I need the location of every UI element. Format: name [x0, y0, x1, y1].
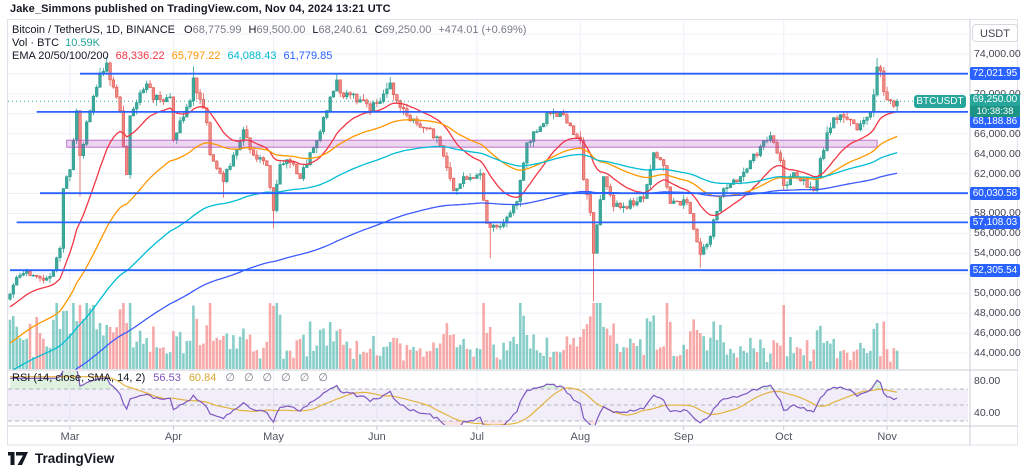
- rsi-empty-value: ∅: [243, 372, 254, 384]
- rsi-empty-value: ∅: [262, 372, 273, 384]
- rsi-empty-value: ∅: [299, 372, 310, 384]
- rsi-value: 56.53: [153, 372, 181, 384]
- ema200-value: 61,779.85: [283, 50, 333, 62]
- high-label: H: [248, 24, 257, 36]
- open-label: O: [184, 24, 193, 36]
- volume-value: 10.59K: [65, 37, 100, 49]
- rsi-ma-value: 60.84: [188, 372, 217, 384]
- open-value: 68,775.99: [192, 24, 242, 36]
- low-value: 68,240.61: [318, 24, 368, 36]
- tradingview-logo-icon: [8, 452, 28, 465]
- rsi-label[interactable]: RSI (14, close, SMA, 14, 2): [12, 372, 146, 384]
- volume-legend: Vol · BTC 10.59K: [12, 37, 100, 50]
- ema-legend: EMA 20/50/100/200 68,336.22 65,797.22 64,08…: [12, 50, 332, 63]
- currency-toggle-button[interactable]: USDT: [972, 24, 1018, 42]
- published-caption: Jake_Simmons published on TradingView.co…: [10, 3, 391, 15]
- high-value: 69,500.00: [256, 24, 306, 36]
- symbol-title[interactable]: Bitcoin / TetherUS, 1D, BINANCE: [12, 24, 176, 36]
- change-value: +474.01 (+0.69%): [438, 24, 527, 36]
- tradingview-logo-text: TradingView: [35, 451, 115, 466]
- rsi-empty-value: ∅: [281, 372, 291, 384]
- low-label: L: [312, 24, 319, 36]
- rsi-legend: RSI (14, close, SMA, 14, 2) 56.53 60.84 ∅ ∅ ∅…: [12, 372, 328, 385]
- rsi-empty-value: ∅: [318, 372, 328, 384]
- rsi-empty-value: ∅: [225, 372, 235, 384]
- tradingview-logo[interactable]: TradingView: [8, 451, 114, 466]
- main-legend: Bitcoin / TetherUS, 1D, BINANCE O68,775.9…: [12, 24, 526, 37]
- ema50-value: 65,797.22: [171, 50, 221, 62]
- volume-label[interactable]: Vol · BTC: [12, 37, 60, 49]
- close-label: C: [374, 24, 383, 36]
- close-value: 69,250.00: [382, 24, 432, 36]
- ema20-value: 68,336.22: [115, 50, 165, 62]
- ema100-value: 64,088.43: [227, 50, 277, 62]
- ema-label[interactable]: EMA 20/50/100/200: [12, 50, 109, 62]
